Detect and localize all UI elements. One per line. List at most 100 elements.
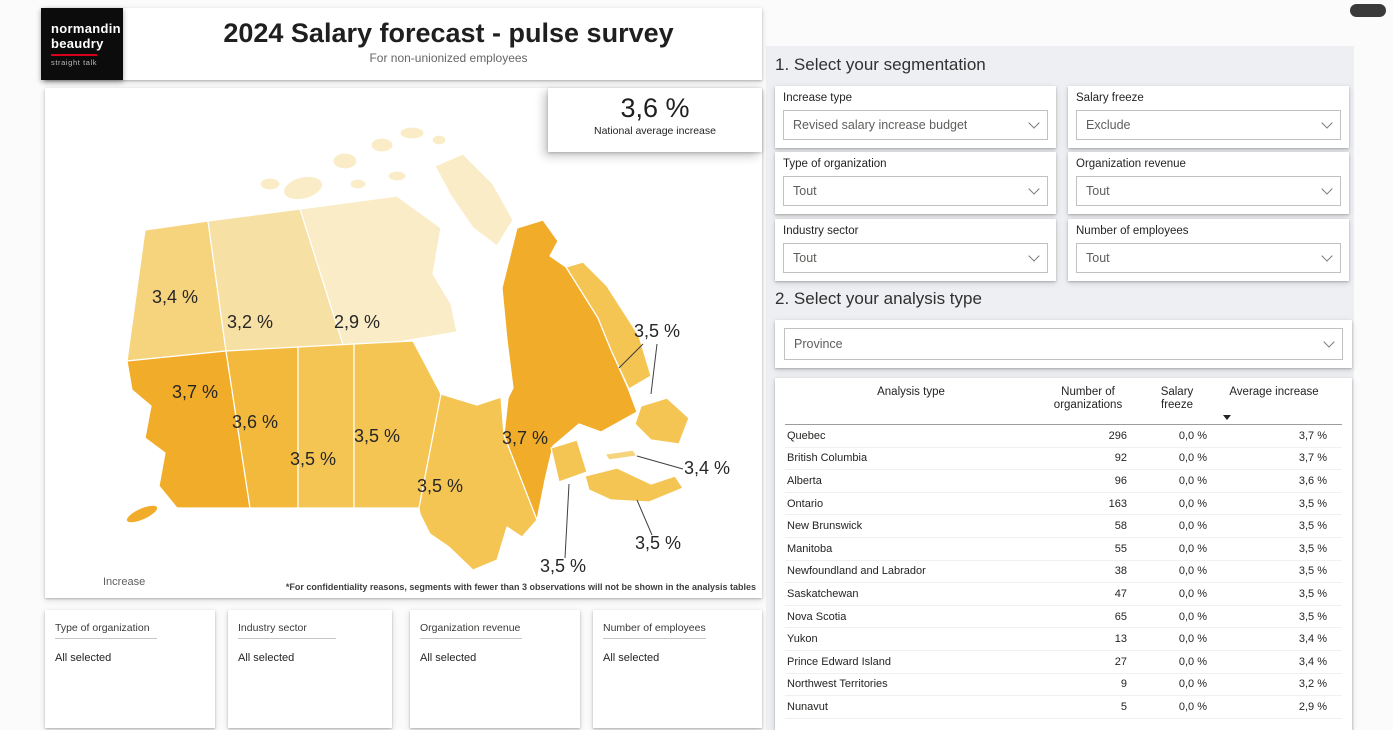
map-label-nova-scotia: 3,5 % xyxy=(635,533,681,553)
table-row[interactable]: Yukon 13 0,0 % 3,4 % xyxy=(785,628,1342,651)
cell-salary-freeze: 0,0 % xyxy=(1178,497,1207,510)
normandin-beaudry-logo: normandin beaudry straight talk xyxy=(41,8,123,80)
map-island-vancouver[interactable] xyxy=(124,502,160,527)
logo-tagline: straight talk xyxy=(51,58,98,67)
analysis-type-dropdown[interactable]: Province xyxy=(784,328,1343,360)
slicer-organization-revenue: Organization revenue Tout xyxy=(1068,152,1349,214)
cell-salary-freeze: 0,0 % xyxy=(1178,587,1207,600)
cell-number-of-organizations: 296 xyxy=(1108,429,1127,442)
table-row[interactable]: Quebec 296 0,0 % 3,7 % xyxy=(785,425,1342,448)
table-row[interactable]: Nunavut 5 0,0 % 2,9 % xyxy=(785,696,1342,719)
leader-line-new-brunswick xyxy=(564,483,570,559)
cell-average-increase: 3,5 % xyxy=(1298,542,1327,555)
table-row[interactable]: Newfoundland and Labrador 38 0,0 % 3,5 % xyxy=(785,561,1342,584)
cell-salary-freeze: 0,0 % xyxy=(1178,678,1207,691)
filter-value: All selected xyxy=(238,652,295,664)
sort-descending-icon[interactable] xyxy=(1223,415,1231,420)
table-row[interactable]: New Brunswick 58 0,0 % 3,5 % xyxy=(785,515,1342,538)
filter-value: All selected xyxy=(55,652,112,664)
page-subtitle: For non-unionized employees xyxy=(369,51,528,65)
cell-average-increase: 3,2 % xyxy=(1298,678,1327,691)
cell-average-increase: 3,5 % xyxy=(1298,520,1327,533)
salary-freeze-dropdown[interactable]: Exclude xyxy=(1076,110,1341,140)
table-row[interactable]: Alberta 96 0,0 % 3,6 % xyxy=(785,470,1342,493)
number-of-employees-dropdown[interactable]: Tout xyxy=(1076,243,1341,273)
map-island[interactable] xyxy=(387,170,407,182)
map-region-new-brunswick[interactable] xyxy=(550,439,588,483)
organization-revenue-dropdown[interactable]: Tout xyxy=(1076,176,1341,206)
map-island[interactable] xyxy=(370,137,394,153)
map-island[interactable] xyxy=(259,177,281,191)
table-row[interactable]: Prince Edward Island 27 0,0 % 3,4 % xyxy=(785,651,1342,674)
filter-card-number-of-employees[interactable]: Number of employees All selected xyxy=(593,610,762,728)
cell-number-of-organizations: 92 xyxy=(1114,452,1127,465)
filter-label: Organization revenue xyxy=(420,622,522,639)
chevron-down-icon xyxy=(1321,250,1333,262)
cell-number-of-organizations: 47 xyxy=(1114,587,1127,600)
map-island[interactable] xyxy=(281,172,325,203)
cell-analysis-type: Yukon xyxy=(787,633,818,646)
map-region-saskatchewan[interactable] xyxy=(297,343,355,509)
cell-salary-freeze: 0,0 % xyxy=(1178,474,1207,487)
table-row[interactable]: Nova Scotia 65 0,0 % 3,5 % xyxy=(785,606,1342,629)
type-of-organization-dropdown[interactable]: Tout xyxy=(783,176,1048,206)
map-label-manitoba: 3,5 % xyxy=(354,426,400,446)
column-header-salary-freeze[interactable]: Salary freeze xyxy=(1160,386,1194,411)
cell-analysis-type: British Columbia xyxy=(787,452,868,465)
filter-card-type-of-organization[interactable]: Type of organization All selected xyxy=(45,610,215,728)
cell-analysis-type: Nova Scotia xyxy=(787,610,847,623)
map-label-quebec: 3,7 % xyxy=(502,428,548,448)
dropdown-value: Exclude xyxy=(1086,118,1131,132)
industry-sector-dropdown[interactable]: Tout xyxy=(783,243,1048,273)
cell-analysis-type: Ontario xyxy=(787,497,824,510)
cell-number-of-organizations: 38 xyxy=(1114,565,1127,578)
dropdown-value: Tout xyxy=(1086,184,1110,198)
dropdown-value: Tout xyxy=(1086,251,1110,265)
map-label-ontario: 3,5 % xyxy=(417,476,463,496)
map-island[interactable] xyxy=(349,178,367,190)
column-header-average-increase[interactable]: Average increase xyxy=(1229,386,1319,398)
column-header-number-of-organizations[interactable]: Number of organizations xyxy=(1053,386,1123,411)
increase-type-dropdown[interactable]: Revised salary increase budget xyxy=(783,110,1048,140)
map-region-nova-scotia[interactable] xyxy=(584,467,684,503)
chevron-down-icon xyxy=(1321,117,1333,129)
title-card: 2024 Salary forecast - pulse survey For … xyxy=(45,8,762,80)
national-average-value: 3,6 % xyxy=(620,93,690,123)
map-island-newfoundland[interactable] xyxy=(634,397,690,445)
cell-salary-freeze: 0,0 % xyxy=(1178,452,1207,465)
table-row[interactable]: Ontario 163 0,0 % 3,5 % xyxy=(785,493,1342,516)
top-right-widget xyxy=(1350,4,1386,17)
table-row[interactable]: Saskatchewan 47 0,0 % 3,5 % xyxy=(785,583,1342,606)
map-region-ontario[interactable] xyxy=(418,393,538,571)
cell-salary-freeze: 0,0 % xyxy=(1178,655,1207,668)
table-row[interactable]: Manitoba 55 0,0 % 3,5 % xyxy=(785,538,1342,561)
map-island-baffin[interactable] xyxy=(434,153,514,247)
map-island[interactable] xyxy=(332,152,358,170)
slicer-label: Industry sector xyxy=(783,225,859,237)
map-label-yukon: 3,4 % xyxy=(152,287,198,307)
analysis-type-card: Province xyxy=(775,320,1352,368)
map-label-newfoundland-and-labrador: 3,5 % xyxy=(634,321,680,341)
slicer-number-of-employees: Number of employees Tout xyxy=(1068,219,1349,281)
map-island[interactable] xyxy=(431,134,447,146)
table-row[interactable]: Northwest Territories 9 0,0 % 3,2 % xyxy=(785,674,1342,697)
analysis-heading: 2. Select your analysis type xyxy=(775,289,982,308)
map-island[interactable] xyxy=(399,126,425,140)
table-row[interactable]: British Columbia 92 0,0 % 3,7 % xyxy=(785,448,1342,471)
cell-salary-freeze: 0,0 % xyxy=(1178,700,1207,713)
cell-analysis-type: Nunavut xyxy=(787,700,828,713)
slicer-salary-freeze: Salary freeze Exclude xyxy=(1068,86,1349,148)
map-footnote: *For confidentiality reasons, segments w… xyxy=(285,582,756,592)
filter-card-industry-sector[interactable]: Industry sector All selected xyxy=(228,610,392,728)
cell-average-increase: 3,7 % xyxy=(1298,429,1327,442)
cell-average-increase: 3,5 % xyxy=(1298,610,1327,623)
slicer-increase-type: Increase type Revised salary increase bu… xyxy=(775,86,1056,148)
cell-number-of-organizations: 9 xyxy=(1120,678,1127,691)
column-header-analysis-type[interactable]: Analysis type xyxy=(877,386,945,398)
cell-salary-freeze: 0,0 % xyxy=(1178,633,1207,646)
map-region-prince-edward-island[interactable] xyxy=(604,449,638,461)
filter-card-organization-revenue[interactable]: Organization revenue All selected xyxy=(410,610,580,728)
filter-value: All selected xyxy=(420,652,477,664)
leader-line-nova-scotia xyxy=(636,499,653,536)
cell-analysis-type: Northwest Territories xyxy=(787,678,888,691)
